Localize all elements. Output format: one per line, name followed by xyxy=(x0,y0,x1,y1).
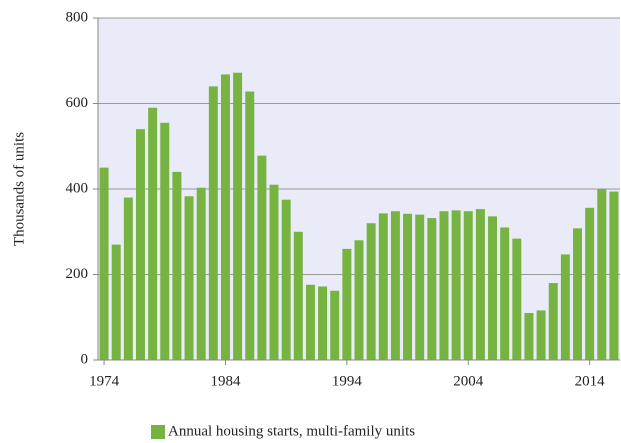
bar xyxy=(609,191,619,360)
y-tick-label: 200 xyxy=(66,266,89,282)
bar xyxy=(573,228,583,360)
bar xyxy=(305,284,315,360)
bar xyxy=(548,283,558,360)
legend-swatch xyxy=(151,425,165,439)
bar xyxy=(585,207,595,360)
bar xyxy=(135,129,145,360)
bar xyxy=(257,155,267,360)
bar xyxy=(148,107,158,361)
bar xyxy=(560,254,570,360)
bar xyxy=(463,211,473,360)
bar xyxy=(512,238,522,360)
bar xyxy=(123,197,133,360)
bar xyxy=(536,310,546,360)
legend-label: Annual housing starts, multi-family unit… xyxy=(168,423,415,439)
y-tick-label: 600 xyxy=(66,95,89,111)
bar xyxy=(439,211,449,360)
bar xyxy=(488,216,498,360)
bar xyxy=(233,72,243,360)
bar xyxy=(415,214,425,360)
bar xyxy=(403,213,413,360)
bar xyxy=(500,227,510,360)
bar xyxy=(475,209,485,360)
x-tick-label: 1984 xyxy=(210,373,241,389)
bar xyxy=(318,286,328,360)
bar xyxy=(390,211,400,360)
bar xyxy=(111,244,121,360)
x-tick-label: 2014 xyxy=(575,373,606,389)
y-tick-label: 0 xyxy=(81,351,89,367)
x-tick-label: 1974 xyxy=(89,373,120,389)
bar xyxy=(451,210,461,360)
y-tick-label: 400 xyxy=(66,180,89,196)
x-tick-label: 1994 xyxy=(332,373,363,389)
bar xyxy=(597,189,607,360)
bar xyxy=(220,74,230,361)
bar xyxy=(208,86,218,361)
bar xyxy=(342,248,352,360)
bar xyxy=(293,231,303,360)
bar xyxy=(378,213,388,360)
bar xyxy=(184,196,194,360)
y-tick-label: 800 xyxy=(66,9,89,25)
x-tick-label: 2004 xyxy=(453,373,484,389)
bar xyxy=(427,218,437,360)
bar xyxy=(354,240,364,360)
bar xyxy=(160,122,170,360)
bar xyxy=(269,184,279,360)
bar xyxy=(245,91,255,360)
bar xyxy=(99,167,109,360)
bar xyxy=(196,187,206,360)
bar xyxy=(366,223,376,360)
bar xyxy=(524,312,534,360)
bar xyxy=(281,199,291,360)
bar xyxy=(330,290,340,360)
y-axis-label: Thousands of units xyxy=(11,132,27,246)
bar xyxy=(172,171,182,360)
